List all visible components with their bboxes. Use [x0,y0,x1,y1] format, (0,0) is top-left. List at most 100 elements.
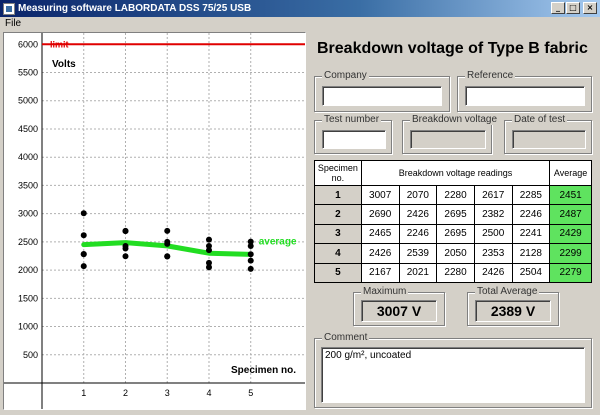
reading-cell: 2246 [398,223,438,245]
y-tick-label: 2000 [18,265,38,275]
reading-cell: 2426 [360,243,400,264]
reading-cell: 2241 [511,223,551,245]
reading-cell: 2070 [398,184,438,206]
y-tick-label: 5500 [18,68,38,78]
maximum-group: Maximum 3007 V [353,286,445,326]
comment-input[interactable]: 200 g/m², uncoated [321,347,585,403]
specimen-no-cell: 2 [314,204,362,225]
y-tick-label: 4000 [18,152,38,162]
reading-cell: 2426 [398,204,438,225]
total-average-value: 2389 V [475,300,551,322]
reading-cell: 2690 [360,204,400,225]
data-point [205,243,212,250]
x-tick-label: 1 [81,388,86,398]
date-of-test-label: Date of test [512,114,568,125]
reading-cell: 2382 [473,204,513,225]
test-number-label: Test number [322,114,382,125]
table-row: 4 2426 2539 2050 2353 2128 2299 [314,243,592,264]
data-point [247,243,254,250]
reading-cell: 2465 [360,223,400,245]
x-axis-label: Specimen no. [231,365,296,376]
reading-cell: 2695 [436,223,475,245]
table-row: 2 2690 2426 2695 2382 2246 2487 [314,204,592,225]
company-label: Company [322,70,369,81]
average-cell: 2487 [549,204,592,225]
y-tick-label: 1000 [18,322,38,332]
reading-cell: 2695 [436,204,475,225]
menu-bar: File [0,17,600,31]
company-group: Company [314,70,450,112]
reading-cell: 2246 [511,204,551,225]
breakdown-voltage-group: Breakdown voltage [402,114,500,154]
data-point [247,251,254,258]
reading-cell: 2280 [436,184,475,206]
menu-file[interactable]: File [5,18,22,29]
average-cell: 2279 [549,262,592,284]
total-average-group: Total Average 2389 V [467,286,559,326]
specimen-no-cell: 1 [314,184,362,206]
data-point [247,265,254,272]
y-tick-label: 4500 [18,124,38,134]
reading-cell: 2617 [473,184,513,206]
data-point [247,238,254,245]
y-tick-label: 500 [23,350,38,360]
minimize-button[interactable]: _ [551,2,565,14]
reference-label: Reference [465,70,516,81]
reading-cell: 2167 [360,262,400,284]
data-point [205,236,212,243]
data-point [80,251,87,258]
close-button[interactable]: × [583,2,597,14]
x-tick-label: 5 [248,388,253,398]
data-point [80,210,87,217]
table-row: 5 2167 2021 2280 2426 2504 2279 [314,262,592,284]
breakdown-voltage-field [410,130,486,149]
average-cell: 2299 [549,243,592,264]
x-tick-label: 3 [165,388,170,398]
data-point [122,253,129,260]
table-header-row: Specimen no. Breakdown voltage readings … [314,160,592,186]
data-point [80,263,87,270]
table-row: 1 3007 2070 2280 2617 2285 2451 [314,184,592,206]
maximum-value: 3007 V [361,300,437,322]
maximum-label: Maximum [361,286,409,297]
col-average-header: Average [549,160,592,186]
reading-cell: 2353 [473,243,513,264]
table-row: 3 2465 2246 2695 2500 2241 2429 [314,223,592,245]
reading-cell: 2128 [511,243,551,264]
reading-cell: 2285 [511,184,551,206]
breakdown-voltage-label: Breakdown voltage [410,114,500,125]
y-axis-label: Volts [52,59,76,70]
y-tick-label: 3000 [18,209,38,219]
company-input[interactable] [322,86,442,106]
average-cell: 2429 [549,223,592,245]
y-tick-label: 3500 [18,180,38,190]
specimen-no-cell: 5 [314,262,362,284]
average-label: average [259,236,297,247]
title-bar: Measuring software LABORDATA DSS 75/25 U… [0,0,600,17]
date-of-test-field [512,130,586,149]
data-point [205,264,212,271]
comment-group: Comment 200 g/m², uncoated [314,332,592,408]
test-number-input[interactable] [322,130,386,149]
reference-input[interactable] [465,86,585,106]
y-tick-label: 6000 [18,39,38,49]
reading-cell: 2280 [436,262,475,284]
chart-panel: 500 1000 1500 2000 2500 3000 3500 4000 4500 5000 5… [3,32,306,410]
data-point [164,227,171,234]
reading-cell: 2504 [511,262,551,284]
data-point [247,257,254,264]
window-controls: _ □ × [551,2,597,14]
average-cell: 2451 [549,184,592,206]
readings-table: Specimen no. Breakdown voltage readings … [314,160,592,284]
reading-cell: 3007 [360,184,400,206]
data-point [164,253,171,260]
comment-label: Comment [322,332,370,343]
maximize-button[interactable]: □ [566,2,580,14]
x-tick-label: 2 [123,388,128,398]
x-tick-label: 4 [206,388,211,398]
date-of-test-group: Date of test [504,114,592,154]
app-icon [3,2,15,15]
breakdown-chart: 500 1000 1500 2000 2500 3000 3500 4000 4500 5000 5… [4,33,305,409]
reading-cell: 2539 [398,243,438,264]
specimen-no-cell: 4 [314,243,362,264]
